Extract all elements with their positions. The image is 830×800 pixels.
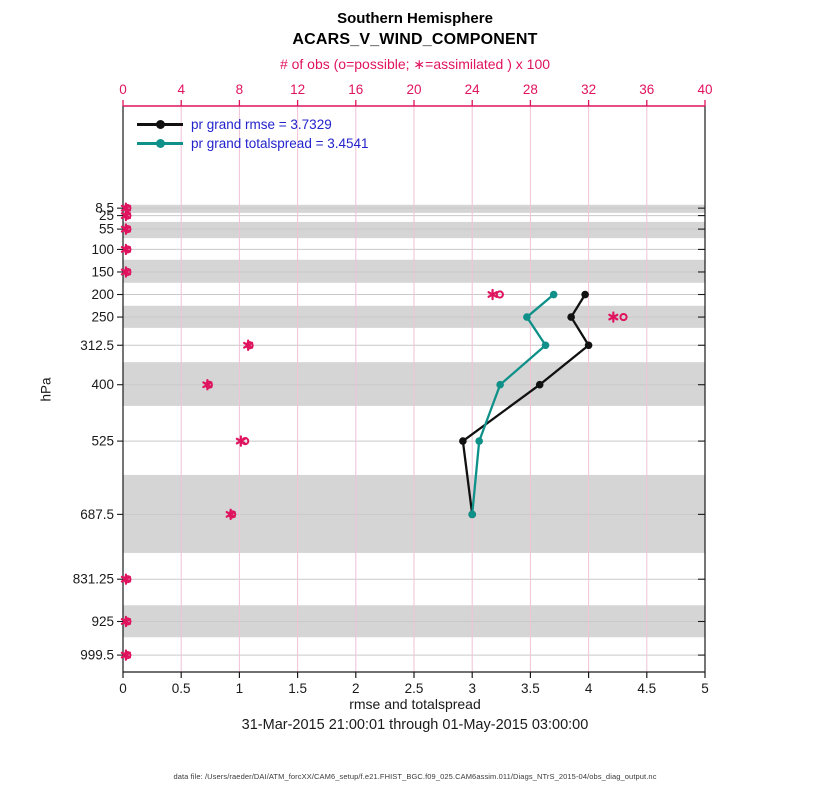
legend-line-rmse — [137, 119, 183, 129]
left-tick-label: 8.5 — [95, 201, 114, 216]
top-tick-label: 12 — [290, 82, 305, 97]
obs-possible-marker — [123, 245, 132, 254]
left-tick-label: 687.5 — [80, 507, 114, 522]
left-tick-label: 312.5 — [80, 338, 114, 353]
left-tick-label: 525 — [91, 434, 114, 449]
data-file-path: data file: /Users/raeder/DAI/ATM_forcXX/… — [173, 772, 657, 781]
obs-possible-marker — [123, 204, 132, 213]
legend-line-totalspread — [137, 138, 183, 148]
legend-item-rmse: pr grand rmse = 3.7329 — [137, 116, 369, 132]
top-tick-label: 36 — [639, 82, 654, 97]
left-tick-label: 200 — [91, 287, 114, 302]
date-range-text: 31-Mar-2015 21:00:01 through 01-May-2015… — [241, 717, 589, 733]
top-tick-label: 0 — [119, 82, 127, 97]
obs-assimilated-marker — [608, 311, 619, 323]
top-tick-label: 8 — [236, 82, 244, 97]
bottom-tick-label: 2 — [352, 681, 360, 696]
obs-possible-marker — [123, 617, 132, 626]
top-tick-label: 16 — [348, 82, 363, 97]
pr-grand-rmse-line — [461, 293, 590, 515]
top-tick-label: 20 — [406, 82, 421, 97]
obs-possible-marker — [123, 650, 132, 660]
bottom-tick-label: 2.5 — [405, 681, 424, 696]
obs-assimilated-marker — [487, 288, 498, 301]
left-tick-label: 925 — [91, 614, 114, 629]
pr-grand-totalspread-marker — [523, 313, 531, 321]
obs-possible-marker — [123, 225, 132, 234]
left-tick-label: 400 — [91, 377, 114, 392]
obs-possible-marker — [204, 380, 213, 389]
pr-grand-totalspread-marker — [549, 290, 558, 299]
chart-title: Southern Hemisphere — [337, 10, 493, 27]
left-tick-label: 25 — [99, 208, 114, 223]
top-tick-label: 28 — [523, 82, 538, 97]
top-tick-label: 40 — [697, 82, 712, 97]
left-tick-label: 100 — [91, 242, 114, 257]
bottom-tick-label: 1.5 — [288, 681, 307, 696]
legend-label-totalspread: pr grand totalspread = 3.4541 — [191, 135, 369, 151]
bottom-tick-label: 5 — [701, 681, 709, 696]
obs-possible-marker — [241, 436, 250, 446]
top-tick-label: 4 — [177, 82, 185, 97]
chart-subtitle: ACARS_V_WIND_COMPONENT — [292, 31, 538, 48]
left-tick-label: 250 — [91, 310, 114, 325]
legend-item-totalspread: pr grand totalspread = 3.4541 — [137, 135, 369, 151]
top-tick-label: 24 — [465, 82, 481, 97]
pr-grand-totalspread-marker — [496, 380, 504, 389]
top-tick-label: 32 — [581, 82, 596, 97]
bottom-tick-label: 3 — [468, 681, 476, 696]
x-axis-label: rmse and totalspread — [349, 696, 481, 712]
pr-grand-rmse-marker — [584, 341, 593, 350]
pr-grand-rmse-marker — [567, 313, 575, 321]
legend: pr grand rmse = 3.7329 pr grand totalspr… — [137, 116, 369, 151]
pr-grand-rmse-marker — [581, 290, 589, 299]
obs-possible-marker — [495, 290, 504, 299]
pr-grand-totalspread-marker — [541, 341, 550, 350]
bottom-tick-label: 4.5 — [637, 681, 656, 696]
left-tick-label: 999.5 — [80, 648, 114, 663]
obs-possible-marker — [123, 575, 132, 584]
pr-grand-totalspread-marker — [468, 510, 477, 519]
obs-possible-marker — [228, 510, 237, 519]
legend-label-rmse: pr grand rmse = 3.7329 — [191, 116, 332, 132]
y-axis-label: hPa — [38, 377, 54, 402]
bottom-tick-label: 1 — [236, 681, 244, 696]
pr-grand-rmse-marker — [535, 380, 544, 389]
pr-grand-totalspread-line — [471, 293, 555, 515]
left-tick-label: 150 — [91, 264, 114, 279]
obs-possible-marker — [123, 211, 132, 220]
obs-possible-marker — [123, 267, 132, 277]
legend-marker-totalspread-icon — [156, 138, 165, 148]
obs-possible-marker — [245, 341, 254, 350]
legend-marker-rmse-icon — [156, 119, 165, 129]
pr-grand-totalspread-marker — [475, 437, 483, 445]
obs-possible-marker — [619, 312, 628, 322]
bottom-tick-label: 3.5 — [521, 681, 540, 696]
bottom-tick-label: 0 — [119, 681, 127, 696]
pr-grand-rmse-marker — [459, 437, 467, 445]
bottom-tick-label: 4 — [585, 681, 593, 696]
top-axis-label: # of obs (o=possible; ∗=assimilated ) x … — [279, 56, 551, 72]
left-tick-label: 55 — [99, 222, 114, 237]
left-tick-label: 831.25 — [73, 572, 114, 587]
bottom-tick-label: 0.5 — [172, 681, 191, 696]
